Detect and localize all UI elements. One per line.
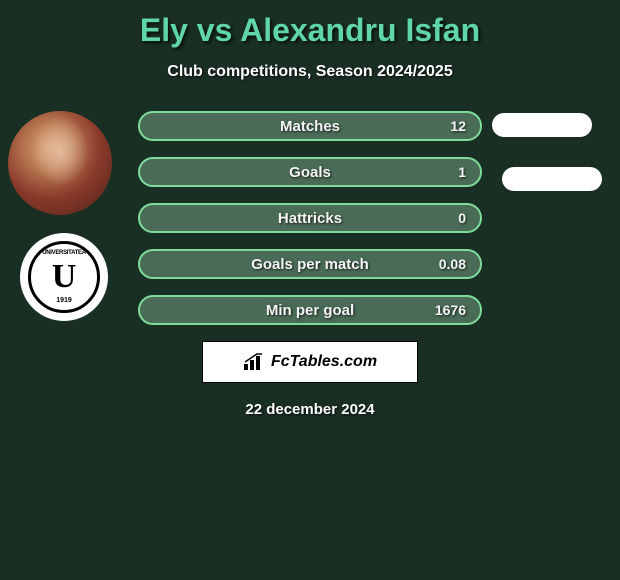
stat-pill: Goals per match 0.08 [138,249,482,279]
stat-pill: Matches 12 [138,111,482,141]
club-letter: U [52,258,77,296]
stat-row-goals: Goals 1 [138,157,482,187]
stat-value: 0.08 [439,256,466,272]
club-year: 1919 [31,297,97,304]
stat-pill: Hattricks 0 [138,203,482,233]
stat-label: Goals per match [251,256,369,273]
stat-row-matches: Matches 12 [138,111,482,141]
stat-pill: Goals 1 [138,157,482,187]
right-pill [492,113,592,137]
stat-value: 0 [458,210,466,226]
right-pill [502,167,602,191]
stat-label: Goals [289,164,331,181]
stat-bars: Matches 12 Goals 1 Hattricks 0 Goals per… [138,111,482,325]
footer-date: 22 december 2024 [0,401,620,418]
stat-label: Min per goal [266,302,354,319]
stat-label: Matches [280,118,340,135]
stat-value: 1676 [435,302,466,318]
stat-row-hattricks: Hattricks 0 [138,203,482,233]
right-pills-column [492,111,602,221]
stat-row-gpm: Goals per match 0.08 [138,249,482,279]
club-badge-inner: UNIVERSITATEA U 1919 [28,241,100,313]
comparison-content: UNIVERSITATEA U 1919 Matches 12 Goals 1 … [0,111,620,325]
stat-pill: Min per goal 1676 [138,295,482,325]
stat-row-mpg: Min per goal 1676 [138,295,482,325]
page-subtitle: Club competitions, Season 2024/2025 [0,63,620,81]
brand-badge[interactable]: FcTables.com [202,341,418,383]
stat-value: 12 [450,118,466,134]
club-badge: UNIVERSITATEA U 1919 [20,233,108,321]
brand-text: FcTables.com [271,353,377,371]
player-avatar [8,111,112,215]
club-name-top: UNIVERSITATEA [31,250,97,256]
page-title: Ely vs Alexandru Isfan [0,0,620,49]
bar-chart-icon [243,353,265,371]
stat-label: Hattricks [278,210,342,227]
stat-value: 1 [458,164,466,180]
left-column: UNIVERSITATEA U 1919 [8,111,118,321]
